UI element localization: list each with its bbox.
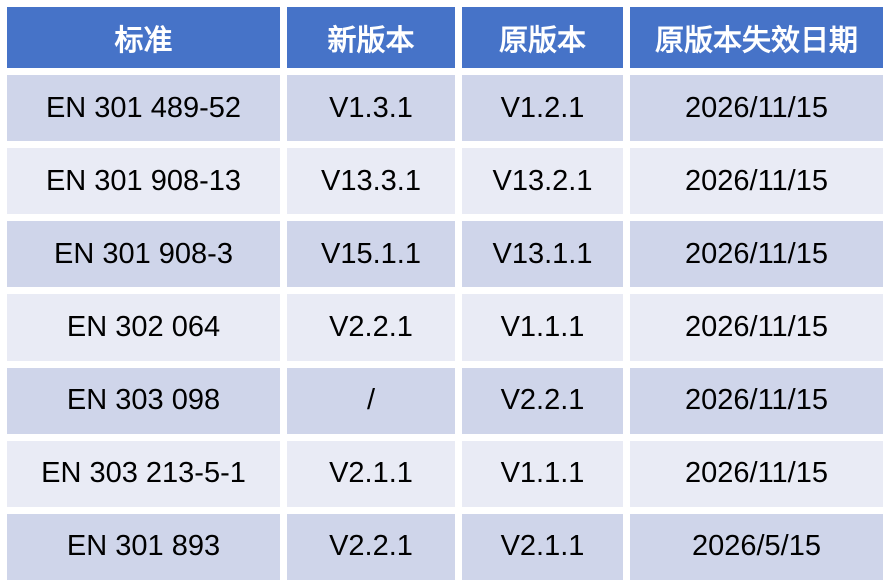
table-row: EN 301 489-52 V1.3.1 V1.2.1 2026/11/15	[7, 75, 883, 142]
table-row: EN 301 893 V2.2.1 V2.1.1 2026/5/15	[7, 513, 883, 580]
cell-new-version: V13.3.1	[287, 148, 455, 215]
cell-standard: EN 302 064	[7, 294, 280, 361]
table-row: EN 302 064 V2.2.1 V1.1.1 2026/11/15	[7, 294, 883, 361]
table-row: EN 303 098 / V2.2.1 2026/11/15	[7, 367, 883, 434]
cell-expiry-date: 2026/5/15	[630, 513, 883, 580]
cell-new-version: V15.1.1	[287, 221, 455, 288]
cell-expiry-date: 2026/11/15	[630, 294, 883, 361]
cell-old-version: V13.2.1	[462, 148, 623, 215]
table-row: EN 301 908-13 V13.3.1 V13.2.1 2026/11/15	[7, 148, 883, 215]
cell-old-version: V1.2.1	[462, 75, 623, 142]
cell-new-version: V2.1.1	[287, 440, 455, 507]
cell-new-version: V2.2.1	[287, 294, 455, 361]
cell-new-version: V2.2.1	[287, 513, 455, 580]
cell-old-version: V2.2.1	[462, 367, 623, 434]
cell-old-version: V13.1.1	[462, 221, 623, 288]
cell-old-version: V1.1.1	[462, 294, 623, 361]
cell-standard: EN 303 213-5-1	[7, 440, 280, 507]
header-standard: 标准	[7, 7, 280, 68]
cell-standard: EN 301 908-13	[7, 148, 280, 215]
table-row: EN 303 213-5-1 V2.1.1 V1.1.1 2026/11/15	[7, 440, 883, 507]
cell-expiry-date: 2026/11/15	[630, 75, 883, 142]
cell-standard: EN 303 098	[7, 367, 280, 434]
table-header-row: 标准 新版本 原版本 原版本失效日期	[7, 7, 883, 68]
cell-new-version: V1.3.1	[287, 75, 455, 142]
cell-expiry-date: 2026/11/15	[630, 148, 883, 215]
cell-standard: EN 301 893	[7, 513, 280, 580]
cell-standard: EN 301 908-3	[7, 221, 280, 288]
cell-expiry-date: 2026/11/15	[630, 367, 883, 434]
cell-expiry-date: 2026/11/15	[630, 440, 883, 507]
header-old-version: 原版本	[462, 7, 623, 68]
cell-old-version: V1.1.1	[462, 440, 623, 507]
table-row: EN 301 908-3 V15.1.1 V13.1.1 2026/11/15	[7, 221, 883, 288]
cell-new-version: /	[287, 367, 455, 434]
header-new-version: 新版本	[287, 7, 455, 68]
cell-old-version: V2.1.1	[462, 513, 623, 580]
cell-expiry-date: 2026/11/15	[630, 221, 883, 288]
header-old-version-expiry: 原版本失效日期	[630, 7, 883, 68]
cell-standard: EN 301 489-52	[7, 75, 280, 142]
